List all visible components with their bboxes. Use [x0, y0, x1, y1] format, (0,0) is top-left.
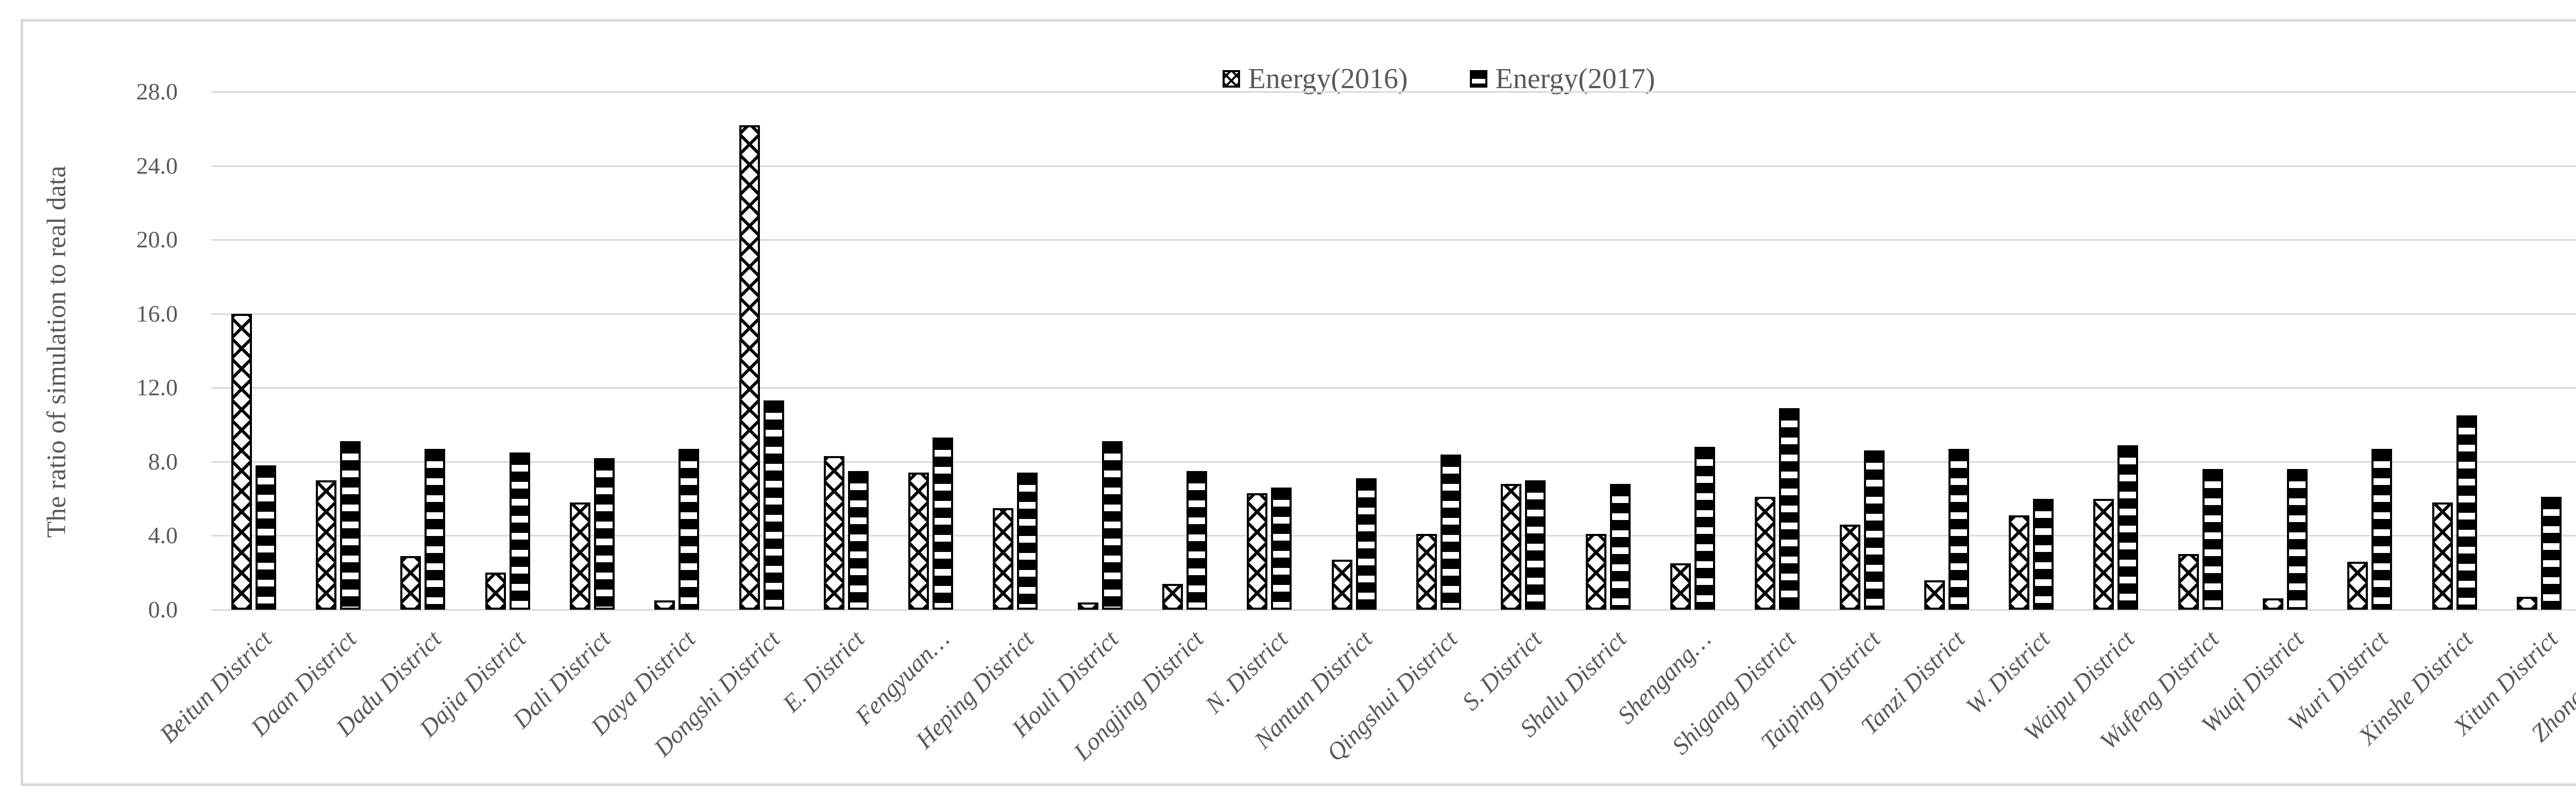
bar-energy2017-taiping-district — [1863, 450, 1885, 610]
bar-energy2017-tanzi-district — [1948, 448, 1969, 610]
bar-energy2016-longjing-district — [1162, 583, 1183, 610]
bar-energy2017-daya-district — [679, 448, 700, 610]
bar-energy2016-shalu-district — [1585, 533, 1606, 610]
bar-energy2016-wufeng-district — [2178, 554, 2199, 610]
bar-energy2016-xitun-district — [2517, 596, 2538, 610]
y-tick-label-28.0: 28.0 — [136, 78, 178, 105]
bar-energy2017-wuqi-district — [2287, 469, 2308, 610]
bar-energy2017-dajia-district — [509, 452, 530, 610]
bar-energy2016-heping-district — [993, 508, 1014, 610]
bar-energy2017-dali-district — [594, 458, 615, 610]
bar-energy2016-daya-district — [654, 600, 675, 610]
bar-energy2017-xinshe-district — [2456, 415, 2477, 610]
bar-energy2016-dadu-district — [400, 556, 421, 610]
legend-item-energy2017: Energy(2017) — [1469, 63, 1655, 95]
bar-energy2016-s-district — [1501, 483, 1522, 610]
bar-energy2017-dongshi-district — [763, 400, 784, 610]
bar-energy2016-tanzi-district — [1924, 580, 1945, 610]
bar-energy2016-shengang- — [1670, 563, 1691, 610]
legend: Energy(2016) Energy(2017) — [211, 61, 2576, 97]
gridline-y-8.0 — [211, 461, 2576, 463]
bar-energy2017-daan-district — [340, 441, 361, 610]
bar-energy2016-nantun-district — [1331, 560, 1352, 610]
gridline-y-24.0 — [211, 165, 2576, 167]
bar-energy2017-w-district — [2033, 498, 2054, 610]
bar-energy2016-wuri-district — [2347, 561, 2368, 610]
bar-energy2016-fengyuan- — [908, 473, 929, 610]
bar-energy2016-daan-district — [315, 480, 336, 610]
bar-energy2016-beitun-district — [231, 313, 252, 610]
bar-energy2017-beitun-district — [255, 465, 276, 610]
bar-energy2016-waipu-district — [2093, 498, 2114, 610]
bar-energy2016-taiping-district — [1839, 524, 1860, 610]
y-tick-label-12.0: 12.0 — [136, 374, 178, 401]
gridline-y-20.0 — [211, 239, 2576, 241]
gridline-y-0.0 — [211, 609, 2576, 611]
bar-energy2017-xitun-district — [2541, 497, 2562, 610]
bar-energy2016-n-district — [1247, 493, 1268, 610]
bar-energy2016-shigang-district — [1755, 497, 1776, 610]
bar-energy2016-wuqi-district — [2263, 598, 2284, 610]
bar-energy2017-wufeng-district — [2202, 469, 2223, 610]
bar-energy2016-dongshi-district — [739, 125, 760, 610]
stripe-pattern-swatch-icon — [1469, 70, 1487, 88]
bar-energy2017-longjing-district — [1187, 471, 1208, 610]
legend-item-energy2016: Energy(2016) — [1222, 63, 1408, 95]
bar-energy2017-wuri-district — [2371, 448, 2393, 610]
bar-energy2016-e-district — [823, 456, 844, 610]
bar-energy2017-shengang- — [1694, 447, 1715, 610]
y-tick-label-20.0: 20.0 — [136, 226, 178, 253]
bar-energy2017-n-district — [1271, 488, 1292, 610]
bar-energy2017-shalu-district — [1609, 483, 1631, 610]
bar-energy2017-nantun-district — [1355, 478, 1377, 610]
bar-energy2016-qingshui-district — [1416, 533, 1437, 610]
bar-energy2017-s-district — [1525, 480, 1546, 610]
gridline-y-4.0 — [211, 535, 2576, 537]
bar-energy2016-houli-district — [1077, 602, 1098, 610]
plot-area — [211, 91, 2576, 611]
bar-energy2017-qingshui-district — [1440, 454, 1461, 610]
legend-label: Energy(2016) — [1248, 63, 1408, 95]
y-tick-label-0.0: 0.0 — [148, 596, 178, 623]
bar-energy2016-xinshe-district — [2432, 502, 2453, 610]
y-tick-label-8.0: 8.0 — [148, 448, 178, 475]
bar-energy2017-waipu-district — [2117, 445, 2139, 610]
crosshatch-pattern-swatch-icon — [1222, 70, 1240, 88]
y-tick-label-4.0: 4.0 — [148, 522, 178, 549]
bar-energy2017-heping-district — [1017, 473, 1038, 610]
chart-frame — [21, 19, 2576, 786]
gridline-y-16.0 — [211, 313, 2576, 315]
gridline-y-28.0 — [211, 91, 2576, 93]
y-tick-label-16.0: 16.0 — [136, 300, 178, 327]
bar-energy2016-w-district — [2009, 515, 2030, 610]
legend-label: Energy(2017) — [1495, 63, 1655, 95]
bar-energy2017-dadu-district — [425, 448, 446, 610]
gridline-y-12.0 — [211, 387, 2576, 389]
bar-energy2016-dajia-district — [485, 573, 506, 610]
y-tick-label-24.0: 24.0 — [136, 152, 178, 179]
bar-energy2017-shigang-district — [1779, 408, 1800, 610]
bar-energy2017-fengyuan- — [933, 438, 954, 610]
bar-energy2017-houli-district — [1101, 441, 1123, 610]
bar-energy2016-dali-district — [569, 502, 590, 610]
bar-energy2017-e-district — [848, 471, 869, 610]
